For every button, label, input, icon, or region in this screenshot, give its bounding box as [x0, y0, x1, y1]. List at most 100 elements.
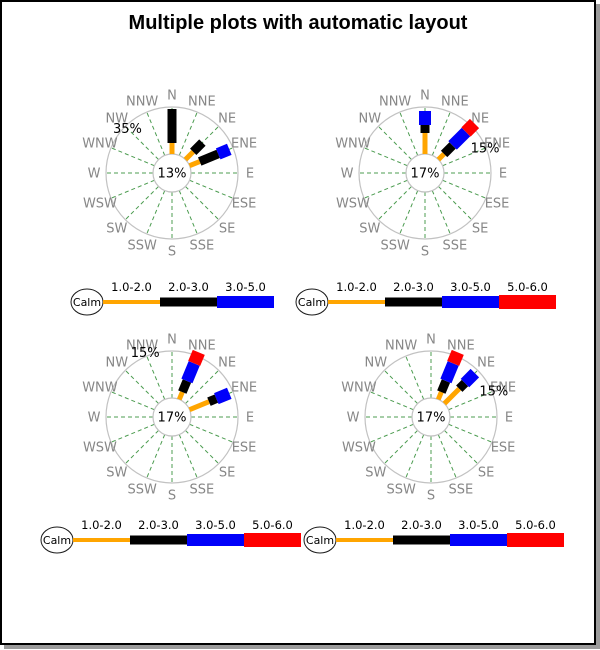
legend-bin-label: 2.0-3.0 [393, 280, 434, 294]
direction-label-ENE: ENE [490, 381, 516, 396]
legend-bottom-left: Calm 1.0-2.0 2.0-3.0 3.0-5.0 5.0-6.0 [40, 518, 301, 554]
direction-label-ENE: ENE [231, 381, 257, 396]
direction-label-ESE: ESE [232, 196, 257, 211]
outer-ring-circle [364, 350, 498, 484]
legend-bin-label: 1.0-2.0 [111, 280, 152, 294]
spoke-SE [438, 186, 473, 221]
direction-label-NW: NW [365, 355, 388, 370]
spoke-ENE [448, 391, 493, 411]
spoke-WSW [110, 179, 155, 199]
ring-max-label: 15% [471, 142, 500, 157]
spoke-NW [124, 125, 159, 160]
spoke-SW [377, 186, 412, 221]
direction-label-NNE: NNE [188, 94, 216, 109]
bar-segment-NNE-3.0-5.0 [440, 361, 459, 384]
spoke-SW [124, 186, 159, 221]
legend-bin-label: 2.0-3.0 [138, 518, 179, 532]
direction-label-WNW: WNW [82, 381, 118, 396]
direction-label-NE: NE [218, 111, 236, 126]
legend-top-right: Calm 1.0-2.0 2.0-3.0 3.0-5.0 5.0-6.0 [295, 280, 556, 316]
bar-segment-NNE-2.0-3.0 [178, 379, 192, 394]
calm-percent-label: 13% [158, 167, 187, 182]
bar-segment-NNE-5.0-6.0 [447, 349, 464, 366]
direction-label-SW: SW [359, 222, 380, 237]
spoke-ESE [442, 179, 487, 199]
direction-label-S: S [168, 245, 176, 260]
spoke-NW [124, 369, 159, 404]
spoke-WNW [110, 391, 155, 411]
legend-bin-label: 1.0-2.0 [344, 518, 385, 532]
outer-ring-circle [105, 106, 239, 240]
direction-label-S: S [427, 489, 435, 504]
direction-label-SE: SE [478, 466, 494, 481]
spoke-NW [377, 125, 412, 160]
direction-label-ESE: ESE [232, 440, 257, 455]
calm-label: Calm [298, 296, 326, 309]
calm-label: Calm [73, 296, 101, 309]
legend-bin-label: 5.0-6.0 [515, 518, 556, 532]
direction-label-NNW: NNW [385, 338, 417, 353]
direction-label-SW: SW [365, 466, 386, 481]
direction-label-ESE: ESE [491, 440, 516, 455]
spoke-SW [383, 430, 418, 465]
direction-label-SSW: SSW [127, 239, 157, 254]
direction-label-NNE: NNE [447, 338, 475, 353]
spoke-NW [383, 369, 418, 404]
spoke-NNE [431, 111, 451, 156]
spoke-NNW [405, 355, 425, 400]
spoke-SSW [399, 190, 419, 235]
direction-label-N: N [167, 89, 177, 104]
spoke-SSE [431, 190, 451, 235]
spoke-WNW [110, 147, 155, 167]
spoke-WSW [110, 423, 155, 443]
direction-label-SSW: SSW [386, 483, 416, 498]
direction-label-WNW: WNW [82, 137, 118, 152]
spoke-NNW [399, 111, 419, 156]
direction-label-SSE: SSE [189, 483, 214, 498]
spoke-NNE [178, 111, 198, 156]
spoke-SSW [146, 434, 166, 479]
spoke-ENE [442, 147, 487, 167]
bar-segment-NE-3.0-5.0 [448, 127, 471, 150]
direction-label-NW: NW [106, 355, 129, 370]
spoke-NNW [146, 111, 166, 156]
direction-label-ESE: ESE [485, 196, 510, 211]
bar-segment-NNE-1.0-2.0 [176, 391, 185, 401]
direction-label-W: W [88, 411, 101, 426]
calm-label: Calm [306, 534, 334, 547]
direction-label-SSW: SSW [380, 239, 410, 254]
direction-label-WNW: WNW [335, 137, 371, 152]
spoke-WSW [363, 179, 408, 199]
bar-segment-ENE-1.0-2.0 [188, 399, 210, 413]
calm-percent-label: 17% [411, 167, 440, 182]
direction-label-NNW: NNW [379, 94, 411, 109]
direction-label-S: S [168, 489, 176, 504]
calm-percent-label: 17% [417, 411, 446, 426]
spoke-ESE [448, 423, 493, 443]
direction-label-ENE: ENE [484, 137, 510, 152]
direction-label-WSW: WSW [83, 196, 117, 211]
legend-bin-label: 5.0-6.0 [252, 518, 293, 532]
bar-segment-ENE-1.0-2.0 [188, 159, 201, 169]
spoke-ESE [189, 423, 234, 443]
spoke-SW [124, 430, 159, 465]
direction-label-NNE: NNE [441, 94, 469, 109]
calm-label: Calm [43, 534, 71, 547]
direction-label-E: E [246, 167, 254, 182]
spoke-SSE [437, 434, 457, 479]
direction-label-W: W [347, 411, 360, 426]
legend-bin-label: 3.0-5.0 [450, 280, 491, 294]
spoke-WSW [369, 423, 414, 443]
direction-label-SE: SE [219, 466, 235, 481]
direction-label-NW: NW [359, 111, 382, 126]
direction-label-NE: NE [218, 355, 236, 370]
ring-max-label: 15% [479, 385, 508, 400]
spoke-NE [185, 369, 220, 404]
direction-label-WSW: WSW [342, 440, 376, 455]
direction-label-N: N [426, 333, 436, 348]
legend-bottom-right: Calm 1.0-2.0 2.0-3.0 3.0-5.0 5.0-6.0 [303, 518, 564, 554]
spoke-SSW [405, 434, 425, 479]
